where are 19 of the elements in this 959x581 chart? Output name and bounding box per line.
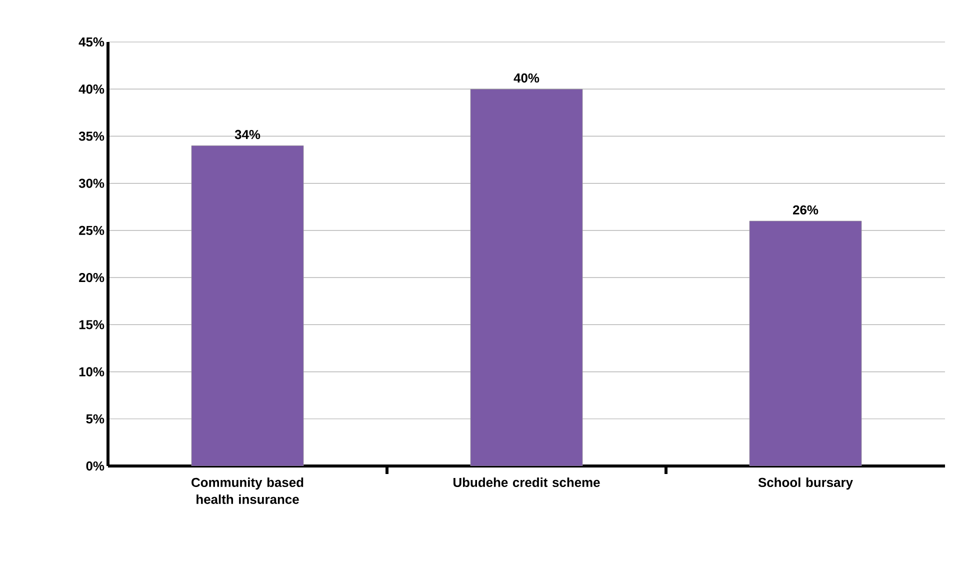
- y-tick-label: 0%: [86, 461, 104, 471]
- x-tick-label: Ubudehe credit scheme: [454, 478, 600, 488]
- y-tick-label: 25%: [79, 226, 104, 236]
- y-tick-label: 15%: [79, 320, 104, 330]
- y-tick-label: 35%: [78, 132, 104, 141]
- y-tick-label: 30%: [78, 178, 104, 188]
- bar: [191, 145, 304, 466]
- y-tick-label: 40%: [78, 84, 104, 94]
- y-tick-label: 10%: [79, 367, 104, 376]
- y-tick-label: 20%: [79, 272, 104, 282]
- data-label: 40%: [514, 73, 540, 83]
- y-tick-label: 45%: [78, 37, 104, 47]
- bar: [749, 220, 862, 466]
- y-tick-label: 5%: [86, 414, 104, 424]
- x-tick-label: School bursary: [758, 478, 853, 490]
- data-label: 26%: [793, 205, 818, 214]
- data-label: 34%: [234, 130, 260, 140]
- bar: [470, 88, 583, 466]
- x-tick-label: Community based health insurance: [192, 478, 304, 504]
